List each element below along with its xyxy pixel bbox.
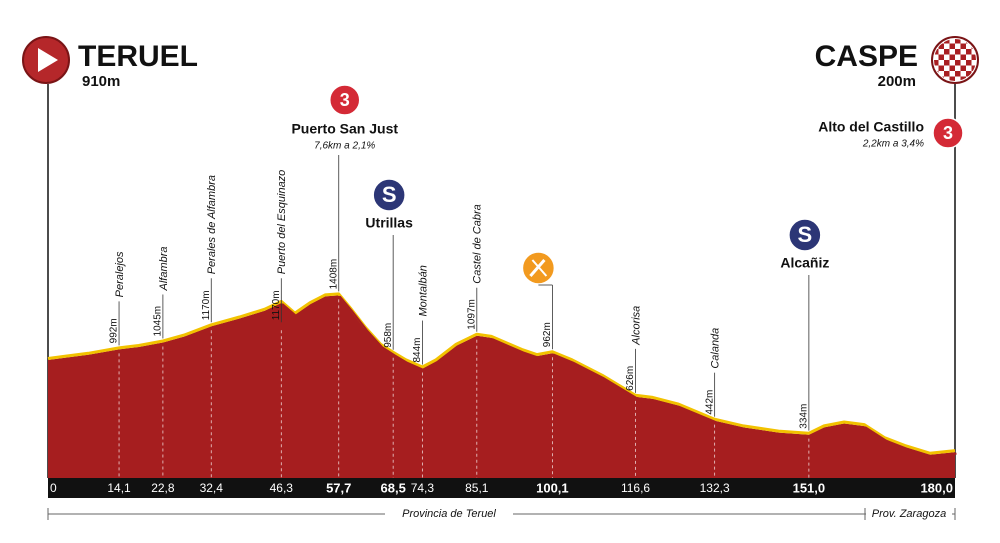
flag-square [934, 60, 939, 66]
flag-square [966, 49, 972, 55]
x-tick-label: 74,3 [411, 481, 435, 495]
sprint-letter: S [382, 182, 397, 207]
x-tick-label: 57,7 [326, 480, 351, 495]
sprint-letter: S [798, 222, 813, 247]
flag-square [960, 43, 966, 49]
region-bg [866, 506, 952, 522]
marker-altitude: 844m [412, 338, 423, 363]
marker-name: Alcorisa [630, 306, 642, 346]
flag-square [934, 39, 939, 44]
flag-square [944, 60, 950, 66]
flag-square [960, 65, 966, 71]
flag-square [955, 49, 961, 55]
x-tick-label: 180,0 [920, 480, 953, 495]
flag-square [971, 76, 976, 81]
flag-square [949, 76, 955, 81]
flag-square [944, 71, 950, 77]
climb-category: 3 [943, 123, 953, 143]
marker-altitude: 1045m [153, 306, 164, 337]
x-tick-label: 68,5 [381, 480, 406, 495]
flag-square [944, 39, 950, 44]
marker-name: Peralejos [114, 251, 126, 297]
x-tick-label: 100,1 [536, 480, 569, 495]
marker-altitude: 1097m [466, 299, 477, 330]
marker-name: Puerto del Esquinazo [276, 170, 288, 275]
marker-name: Alfambra [158, 246, 170, 291]
flag-square [955, 71, 961, 77]
flag-square [955, 60, 961, 66]
feed-fork [529, 259, 546, 277]
flag-square [955, 39, 961, 44]
climb-detail: 7,6km a 2,1% [314, 141, 375, 152]
marker-altitude: 1170m [271, 290, 282, 320]
finish-icon [931, 36, 979, 84]
x-tick-label: 32,4 [200, 481, 224, 495]
flag-square [938, 43, 944, 49]
start-altitude: 910m [82, 73, 120, 90]
climb-icon [932, 117, 964, 149]
region-label: Prov. Zaragoza [872, 508, 946, 520]
marker-altitude: 992m [109, 318, 120, 343]
km-bar [48, 478, 955, 498]
flag-square [971, 65, 976, 71]
marker-altitude: 442m [704, 390, 715, 415]
marker-altitude: 962m [542, 322, 553, 347]
x-tick-label: 0 [50, 481, 57, 495]
sprint-name: Alcañiz [780, 255, 829, 271]
sprint-icon [372, 178, 406, 212]
flag-square [966, 71, 972, 77]
marker-altitude: 1170m [201, 290, 212, 320]
marker-name: Castel de Cabra [472, 204, 484, 284]
x-tick-label: 151,0 [793, 480, 826, 495]
marker-name: Perales de Alfambra [206, 175, 218, 274]
climb-category: 3 [340, 90, 350, 110]
marker-altitude: 1408m [328, 259, 339, 290]
climb-icon [328, 84, 361, 116]
flag-square [949, 65, 955, 71]
marker-altitude: 334m [799, 404, 810, 429]
flag-square [938, 65, 944, 71]
flag-square [944, 49, 950, 55]
flag-square [949, 54, 955, 60]
sprint-icon [788, 218, 822, 252]
profile-edge [47, 292, 956, 455]
region-bg [385, 506, 513, 522]
x-tick-label: 46,3 [270, 481, 294, 495]
flag-square [949, 43, 955, 49]
start-arrow [38, 48, 58, 72]
finish-name: CASPE [815, 40, 918, 73]
sprint-name: Utrillas [365, 215, 413, 231]
flag-square [960, 54, 966, 60]
x-tick-label: 14,1 [107, 481, 131, 495]
x-tick-label: 85,1 [465, 481, 489, 495]
marker-name: Calanda [710, 328, 722, 369]
flag-square [966, 60, 972, 66]
region-label: Provincia de Teruel [402, 508, 496, 520]
flag-square [938, 54, 944, 60]
marker-name: Montalbán [417, 265, 429, 316]
climb-name: Puerto San Just [291, 121, 398, 137]
finish-altitude: 200m [878, 73, 916, 90]
profile-area [48, 295, 955, 478]
marker-altitude: 626m [625, 366, 636, 391]
flag-square [960, 76, 966, 81]
finish-climb-detail: 2,2km a 3,4% [862, 139, 924, 150]
marker-altitude: 958m [383, 323, 394, 348]
flag-square [971, 54, 976, 60]
profile-edge-inner [49, 295, 957, 458]
finish-climb-name: Alto del Castillo [818, 119, 924, 135]
x-tick-label: 116,6 [621, 481, 650, 495]
x-tick-label: 22,8 [151, 481, 175, 495]
flag-square [934, 49, 939, 55]
feed-knife [531, 259, 548, 277]
x-tick-label: 132,3 [700, 481, 730, 495]
start-name: TERUEL [78, 40, 198, 73]
